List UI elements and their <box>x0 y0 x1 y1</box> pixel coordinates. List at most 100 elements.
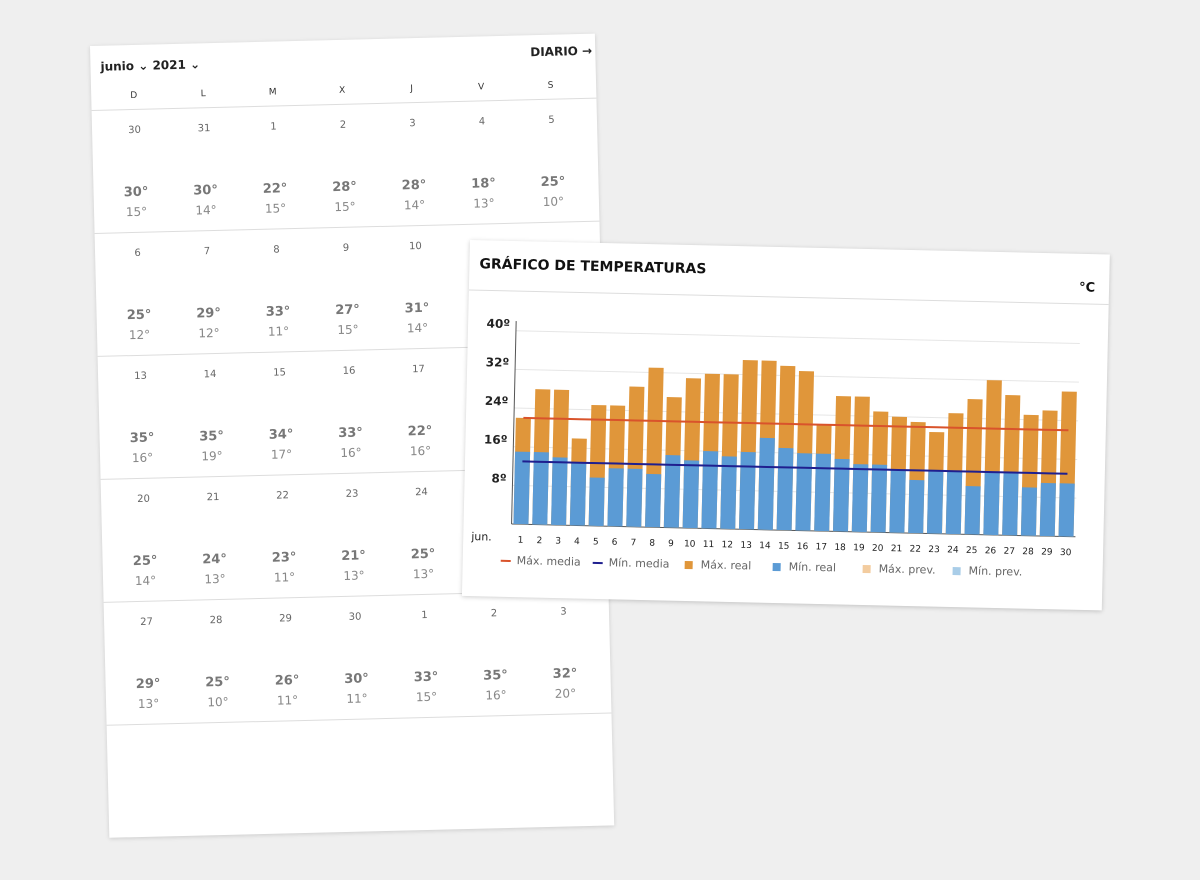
x-tick-label: 4 <box>574 537 580 547</box>
day-number: 4 <box>478 116 486 128</box>
day-number: 10 <box>408 240 422 253</box>
x-tick-label: 6 <box>612 538 618 548</box>
bar <box>569 462 587 526</box>
max-temp: 22° <box>262 181 288 197</box>
y-tick-label: 16º <box>484 433 508 448</box>
min-temp: 16° <box>131 450 154 466</box>
day-number: 27 <box>140 616 154 628</box>
x-tick-label: 10 <box>684 539 696 549</box>
weekday: X <box>338 85 346 96</box>
x-tick-label: 29 <box>1041 548 1053 558</box>
day-number: 23 <box>345 488 359 500</box>
y-tick-label: 8º <box>491 471 507 485</box>
y-tick-label: 32º <box>486 355 510 370</box>
day-number: 16 <box>342 365 356 377</box>
link-text: DIARIO <box>530 44 579 60</box>
x-tick-label: 21 <box>891 544 903 554</box>
day-number: 31 <box>197 123 211 135</box>
x-tick-label: 8 <box>649 539 655 549</box>
day-number: 3 <box>409 118 416 130</box>
x-tick-label: 24 <box>947 545 959 555</box>
day-number: 20 <box>137 493 151 505</box>
chart-panel: GRÁFICO DE TEMPERATURAS °C 8º 16º 24º 32º 40… <box>461 240 1110 611</box>
bar <box>738 451 756 530</box>
max-temp: 35° <box>483 667 508 684</box>
bar <box>588 477 605 527</box>
bar <box>964 485 981 535</box>
max-temp: 25° <box>126 307 152 324</box>
daily-link[interactable]: DIARIO → <box>530 43 593 60</box>
grid-line <box>515 330 1080 345</box>
day-number: 2 <box>339 119 347 131</box>
legend-label: Mín. prev. <box>968 564 1022 578</box>
day-number: 17 <box>411 363 425 376</box>
grid-line <box>515 368 1079 383</box>
legend-label: Máx. prev. <box>878 562 935 576</box>
min-temp: 17° <box>270 447 293 462</box>
legend-swatch <box>684 560 693 570</box>
x-tick-label: 1 <box>518 536 524 546</box>
day-number: 28 <box>209 614 223 627</box>
max-temp: 22° <box>407 423 433 440</box>
min-temp: 11° <box>267 324 290 339</box>
day-number: 9 <box>342 242 350 254</box>
min-temp: 16° <box>409 443 432 459</box>
max-temp: 28° <box>401 177 427 194</box>
legend-swatch <box>862 564 871 574</box>
max-temp: 30° <box>344 671 370 687</box>
bar <box>795 453 813 531</box>
weekday: M <box>268 87 277 98</box>
bar <box>1039 482 1056 537</box>
max-temp: 30° <box>193 182 219 199</box>
max-temp: 35° <box>129 430 155 447</box>
bar <box>1058 483 1075 537</box>
max-temp: 30° <box>123 184 149 201</box>
day-number: 15 <box>273 367 287 379</box>
month-select[interactable]: junio ⌄ 2021 ⌄ <box>100 57 201 74</box>
max-temp: 33° <box>338 425 364 442</box>
max-temp: 33° <box>413 669 439 686</box>
divider <box>468 289 1109 306</box>
max-temp: 25° <box>205 674 231 691</box>
day-number: 29 <box>279 613 293 625</box>
max-temp: 31° <box>404 300 430 317</box>
max-temp: 32° <box>552 666 578 682</box>
x-tick-label: 18 <box>834 543 846 553</box>
max-temp: 25° <box>540 174 566 191</box>
min-temp: 11° <box>273 570 296 585</box>
bar <box>870 464 888 533</box>
day-number: 22 <box>276 490 290 502</box>
max-temp: 24° <box>202 551 228 568</box>
max-temp: 29° <box>196 305 222 322</box>
x-tick-label: 23 <box>928 545 940 555</box>
day-number: 7 <box>203 246 211 258</box>
min-temp: 15° <box>334 199 356 215</box>
weekday: D <box>130 90 138 102</box>
day-number: 13 <box>134 370 148 383</box>
min-temp: 19° <box>201 448 223 464</box>
bar <box>682 460 700 529</box>
max-temp: 23° <box>271 550 297 566</box>
day-number: 6 <box>134 247 141 259</box>
legend-label: Mín. media <box>609 556 670 570</box>
min-temp: 14° <box>406 320 429 336</box>
x-tick-label: 14 <box>759 541 771 551</box>
day-number: 14 <box>203 369 217 381</box>
min-temp: 13° <box>473 196 495 211</box>
x-tick-label: 5 <box>593 537 599 547</box>
legend-swatch <box>772 562 781 572</box>
max-temp: 25° <box>410 546 436 563</box>
chart: GRÁFICO DE TEMPERATURAS °C 8º 16º 24º 32º 40… <box>468 255 1109 579</box>
min-temp: 13° <box>412 566 435 582</box>
min-temp: 12° <box>198 325 220 341</box>
bar <box>832 458 850 532</box>
grid-line <box>512 484 1077 499</box>
min-temp: 15° <box>415 689 438 705</box>
x-tick-label: 17 <box>815 542 827 552</box>
weekday: L <box>200 89 206 100</box>
x-tick-label: 9 <box>668 539 674 549</box>
day-number: 24 <box>415 486 429 499</box>
max-temp: 29° <box>135 676 161 693</box>
x-tick-label: 26 <box>985 546 997 556</box>
max-temp: 28° <box>332 179 358 196</box>
